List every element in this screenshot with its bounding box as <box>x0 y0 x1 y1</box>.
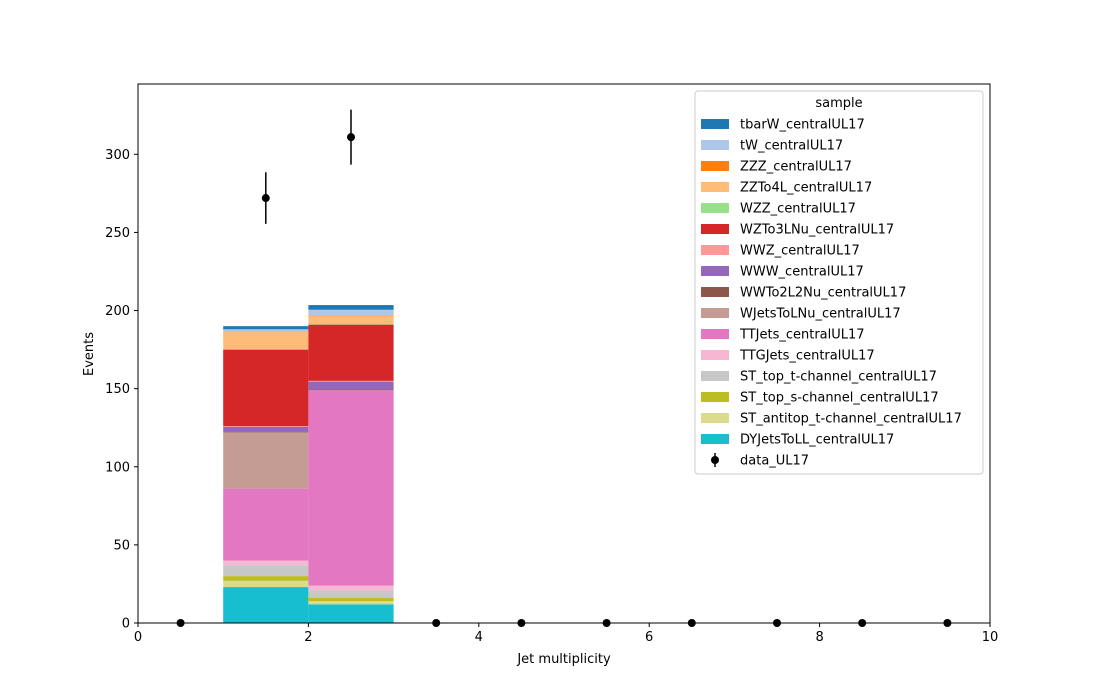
x-tick-label-5: 10 <box>982 630 999 645</box>
legend-swatch-13 <box>701 392 729 402</box>
bar-1-bin-1 <box>308 601 394 605</box>
x-tick-label-2: 4 <box>475 630 483 645</box>
legend-swatch-12 <box>701 371 729 381</box>
bar-2-bin-0 <box>223 576 309 581</box>
y-tick-label-1: 50 <box>113 538 130 553</box>
legend-swatch-8 <box>701 287 729 297</box>
y-tick-label-4: 200 <box>105 304 130 319</box>
x-tick-label-4: 8 <box>815 630 823 645</box>
legend-swatch-11 <box>701 350 729 360</box>
legend-data-marker <box>711 456 719 464</box>
legend-label-5: WZTo3LNu_centralUL17 <box>740 223 894 238</box>
bar-1-bin-0 <box>223 580 309 588</box>
bar-4-bin-1 <box>308 585 394 591</box>
bar-7-bin-1 <box>308 389 394 391</box>
bar-5-bin-0 <box>223 488 309 561</box>
data-point-1 <box>261 194 270 203</box>
x-tick-label-1: 2 <box>304 630 312 645</box>
bar-5-bin-1 <box>308 390 394 586</box>
legend-swatch-4 <box>701 203 729 213</box>
legend-title: sample <box>815 96 862 111</box>
legend: sample tbarW_centralUL17 tW_centralUL17 ZZ… <box>694 90 984 475</box>
bar-10-bin-1 <box>308 324 394 381</box>
bar-8-bin-0 <box>223 426 309 432</box>
bar-2-bin-1 <box>308 598 394 602</box>
legend-label-11: TTGJets_centralUL17 <box>739 349 875 364</box>
bar-12-bin-0 <box>223 331 309 350</box>
legend-swatch-3 <box>701 182 729 192</box>
legend-label-14: ST_antitop_t-channel_centralUL17 <box>740 412 962 427</box>
stacked-bars <box>223 305 394 623</box>
bar-12-bin-1 <box>308 316 394 325</box>
plot-frame <box>137 83 991 624</box>
x-tick-label-3: 6 <box>645 630 653 645</box>
legend-swatch-10 <box>701 329 729 339</box>
y-axis: 0 50 100 150 200 250 300 <box>105 148 138 632</box>
legend-swatch-6 <box>701 245 729 255</box>
legend-swatch-9 <box>701 308 729 318</box>
bar-6-bin-0 <box>223 432 309 489</box>
legend-swatch-0 <box>701 119 729 129</box>
legend-label-2: ZZZ_centralUL17 <box>740 160 852 175</box>
legend-label-3: ZZTo4L_centralUL17 <box>740 181 872 196</box>
x-axis: 0 2 4 6 8 10 <box>134 623 998 645</box>
legend-swatch-7 <box>701 266 729 276</box>
legend-label-12: ST_top_t-channel_centralUL17 <box>740 370 937 385</box>
y-tick-label-2: 100 <box>105 460 130 475</box>
y-tick-label-0: 0 <box>122 617 130 632</box>
y-axis-label: Events <box>82 332 97 376</box>
legend-label-6: WWZ_centralUL17 <box>740 244 860 259</box>
bar-3-bin-0 <box>223 565 309 577</box>
bar-9-bin-1 <box>308 380 394 382</box>
legend-label-8: WWTo2L2Nu_centralUL17 <box>740 286 906 301</box>
legend-label-15: DYJetsToLL_centralUL17 <box>740 433 894 448</box>
x-tick-label-0: 0 <box>134 630 142 645</box>
legend-swatch-5 <box>701 224 729 234</box>
y-tick-label-5: 250 <box>105 226 130 241</box>
bar-7-bin-0 <box>223 431 309 433</box>
bar-8-bin-1 <box>308 381 394 390</box>
legend-label-data: data_UL17 <box>740 454 809 469</box>
legend-label-7: WWW_centralUL17 <box>740 265 864 280</box>
bar-9-bin-0 <box>223 426 309 427</box>
bar-3-bin-1 <box>308 590 394 599</box>
data-point-2 <box>347 133 355 142</box>
legend-label-1: tW_centralUL17 <box>740 139 843 154</box>
bar-4-bin-0 <box>223 560 309 566</box>
legend-swatch-15 <box>701 434 729 444</box>
bar-15-bin-1 <box>308 305 394 310</box>
legend-label-9: WJetsToLNu_centralUL17 <box>740 307 901 322</box>
legend-swatch-1 <box>701 140 729 150</box>
bar-0-bin-0 <box>223 587 309 623</box>
bar-14-bin-1 <box>308 309 394 317</box>
legend-label-10: TTJets_centralUL17 <box>739 328 865 343</box>
bar-10-bin-0 <box>223 349 309 427</box>
bar-15-bin-0 <box>223 326 309 330</box>
x-axis-label: Jet multiplicity <box>516 652 611 667</box>
legend-swatch-2 <box>701 161 729 171</box>
bar-14-bin-0 <box>223 329 309 332</box>
legend-label-13: ST_top_s-channel_centralUL17 <box>740 391 939 406</box>
legend-label-0: tbarW_centralUL17 <box>740 118 865 133</box>
legend-label-4: WZZ_centralUL17 <box>740 202 856 217</box>
legend-box <box>694 90 984 475</box>
bar-0-bin-1 <box>308 604 394 623</box>
y-tick-label-6: 300 <box>105 148 130 163</box>
legend-swatch-14 <box>701 413 729 423</box>
y-tick-label-3: 150 <box>105 382 130 397</box>
